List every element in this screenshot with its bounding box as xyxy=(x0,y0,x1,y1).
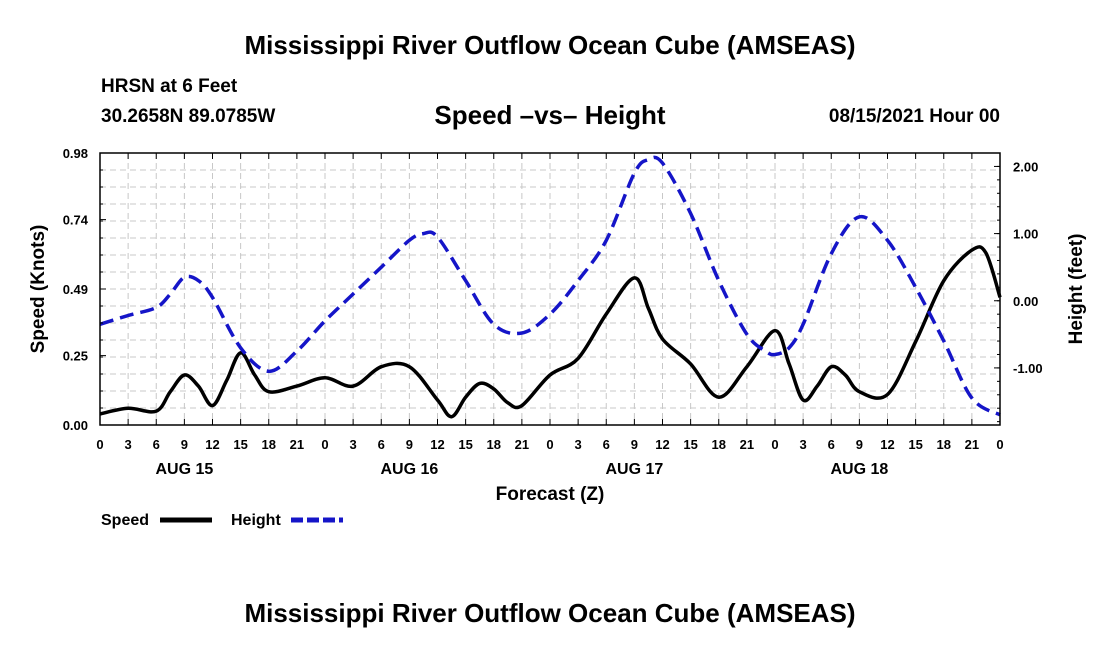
chart-subtitle: Speed –vs– Height xyxy=(434,100,666,130)
x-tick-label: 12 xyxy=(655,437,669,452)
x-tick-label: 15 xyxy=(233,437,247,452)
x-tick-label: 6 xyxy=(828,437,835,452)
y-right-tick-label: 0.00 xyxy=(1013,294,1038,309)
series-layer xyxy=(99,155,1002,419)
x-tick-label: 3 xyxy=(800,437,807,452)
legend: Speed Height xyxy=(101,512,343,529)
x-tick-label: 3 xyxy=(575,437,582,452)
x-tick-label: 15 xyxy=(458,437,472,452)
footer-title: Mississippi River Outflow Ocean Cube (AM… xyxy=(244,598,856,628)
grid-lines xyxy=(100,153,1000,425)
x-tick-label: 18 xyxy=(712,437,726,452)
x-tick-label: 0 xyxy=(996,437,1003,452)
x-tick-label: 12 xyxy=(205,437,219,452)
y-right-tick-label: 1.00 xyxy=(1013,227,1038,242)
x-tick-label: 18 xyxy=(937,437,951,452)
x-tick-label: 21 xyxy=(515,437,529,452)
x-tick-label: 3 xyxy=(125,437,132,452)
x-tick-label: 21 xyxy=(740,437,754,452)
y-axis-right-title: Height (feet) xyxy=(1066,234,1087,345)
x-tick-label: 9 xyxy=(856,437,863,452)
legend-speed-label: Speed xyxy=(101,512,149,529)
x-date-label: AUG 18 xyxy=(830,461,888,478)
station-label: HRSN at 6 Feet xyxy=(101,76,238,97)
x-tick-label: 0 xyxy=(546,437,553,452)
x-tick-label: 18 xyxy=(262,437,276,452)
x-tick-label: 3 xyxy=(350,437,357,452)
y-axis-left-title: Speed (Knots) xyxy=(28,225,49,354)
y-right-tick-label: -1.00 xyxy=(1013,361,1043,376)
x-date-label: AUG 16 xyxy=(380,461,438,478)
x-tick-label: 12 xyxy=(430,437,444,452)
x-tick-label: 9 xyxy=(181,437,188,452)
series-line-height xyxy=(99,155,1001,417)
y-left-tick-label: 0.74 xyxy=(63,213,89,228)
x-date-label: AUG 17 xyxy=(605,461,663,478)
y-right-tick-label: 2.00 xyxy=(1013,159,1038,174)
x-tick-label: 9 xyxy=(406,437,413,452)
page-title: Mississippi River Outflow Ocean Cube (AM… xyxy=(244,30,856,60)
x-tick-label: 0 xyxy=(321,437,328,452)
forecast-datetime: 08/15/2021 Hour 00 xyxy=(828,106,1000,127)
x-date-label: AUG 15 xyxy=(155,461,213,478)
x-tick-label: 21 xyxy=(290,437,304,452)
x-tick-label: 0 xyxy=(96,437,103,452)
y-left-tick-label: 0.25 xyxy=(63,349,88,364)
legend-height-label: Height xyxy=(231,512,281,529)
y-left-tick-label: 0.00 xyxy=(63,418,88,433)
x-tick-label: 21 xyxy=(965,437,979,452)
x-tick-label: 18 xyxy=(487,437,501,452)
y-left-tick-label: 0.98 xyxy=(63,146,88,161)
station-coordinates: 30.2658N 89.0785W xyxy=(101,106,276,127)
x-tick-label: 6 xyxy=(378,437,385,452)
x-tick-label: 15 xyxy=(683,437,697,452)
series-line-speed xyxy=(99,245,1002,419)
x-tick-label: 0 xyxy=(771,437,778,452)
axis-layer: 0 3 6 9 12 15 18 21 0 3 6 9 12 15 18 21 0 3 6 9 12 15 18 21 0 3 6 9… xyxy=(63,146,1043,478)
x-tick-label: 15 xyxy=(908,437,922,452)
x-axis-title: Forecast (Z) xyxy=(496,484,605,505)
y-left-tick-label: 0.49 xyxy=(63,282,88,297)
x-tick-label: 6 xyxy=(603,437,610,452)
x-tick-label: 6 xyxy=(153,437,160,452)
x-tick-label: 12 xyxy=(880,437,894,452)
x-tick-label: 9 xyxy=(631,437,638,452)
